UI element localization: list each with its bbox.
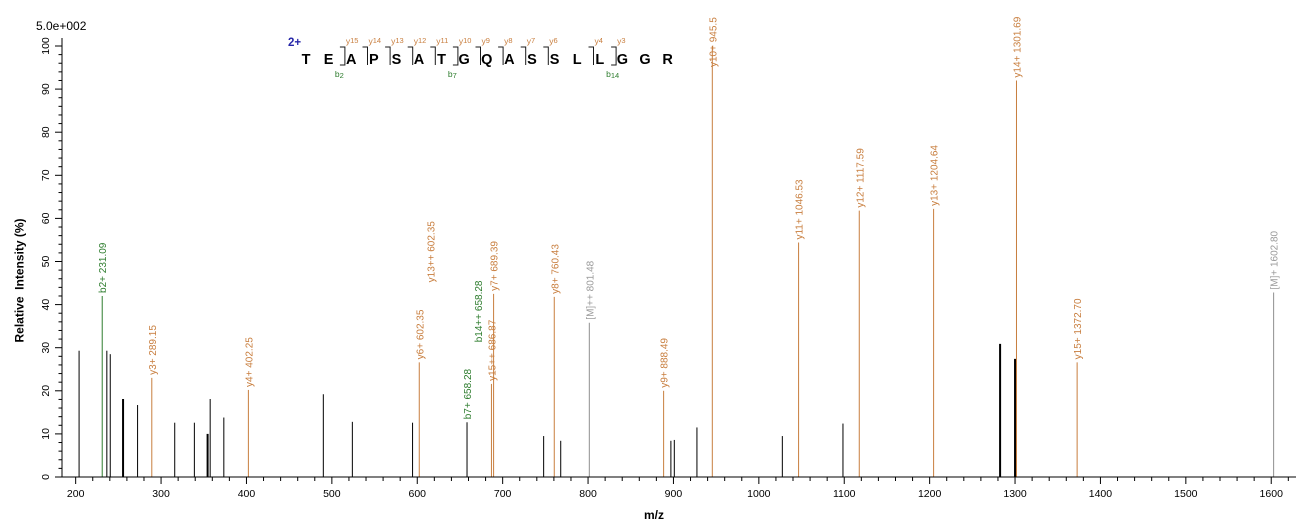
y-ion-header-label: y11 <box>436 36 448 46</box>
y-tick-label: 60 <box>40 212 52 224</box>
x-tick-label: 600 <box>408 488 426 500</box>
peptide-residue: A <box>414 52 425 68</box>
x-tick-label: 1500 <box>1174 488 1198 500</box>
cleavage-mark <box>407 46 414 65</box>
y-ion-header-label: y15 <box>346 36 359 46</box>
x-tick-label: 1000 <box>747 488 771 500</box>
peak-annotation-label: b14++ 658.28 <box>474 280 485 342</box>
axes: 0 10 20 30 40 50 60 70 80 90 100 200 300 400 500 600 700… <box>40 37 1296 500</box>
y-ion-header-label: y6 <box>549 36 557 46</box>
y-tick-label: 10 <box>40 428 52 440</box>
peak-annotation-label: b2+ 231.09 <box>98 242 109 293</box>
y-tick-label: 70 <box>40 169 52 181</box>
peak-annotation-label: y6+ 602.35 <box>415 309 426 359</box>
x-tick-label: 1200 <box>918 488 942 500</box>
peptide-residue: T <box>302 52 311 68</box>
peptide-residue: S <box>527 52 537 68</box>
peak-lines <box>78 46 1275 477</box>
intensity-scale-label: 5.0e+002 <box>36 19 87 33</box>
peak-annotation-label: y14+ 1301.69 <box>1012 16 1023 77</box>
y-ion-header-label: y9 <box>482 36 490 46</box>
y-tick-label: 20 <box>40 385 52 397</box>
peptide-residue: S <box>392 52 402 68</box>
peptide-residue: E <box>324 52 334 68</box>
y-ion-header-label: y13 <box>391 36 404 46</box>
peptide-residue: A <box>346 52 357 68</box>
peak-annotation-label: y13+ 1204.64 <box>930 145 941 206</box>
cleavage-mark <box>430 46 436 65</box>
y-tick-label: 40 <box>40 299 52 311</box>
y-tick-label: 0 <box>40 474 52 480</box>
peak-annotation-label: y7+ 689.39 <box>490 241 501 291</box>
peptide-residue: T <box>437 52 446 68</box>
peak-annotation-label: y15+ 1372.70 <box>1073 298 1084 359</box>
y-tick-label: 80 <box>40 126 52 138</box>
cleavage-mark <box>385 46 391 65</box>
peptide-residue: L <box>595 52 604 68</box>
x-tick-label: 300 <box>152 488 170 500</box>
peak-annotation-label: y4+ 402.25 <box>244 337 255 387</box>
peak-annotation-label: y10+ 945.5 <box>708 17 719 67</box>
b-ion-header-label: b14 <box>606 69 619 80</box>
peak-annotation-label: [M]+ 1602.80 <box>1270 230 1281 289</box>
peak-annotation-label: y15++ 686.87 <box>487 319 498 381</box>
y-tick-label: 50 <box>40 256 52 268</box>
peptide-residue: Q <box>481 52 492 68</box>
cleavage-mark <box>588 46 594 65</box>
x-tick-label: 200 <box>67 488 85 500</box>
peak-annotation-label: y12+ 1117.59 <box>855 148 866 208</box>
peptide-residue: P <box>369 52 379 68</box>
peak-annotation-label: b7+ 658.28 <box>463 368 474 419</box>
cleavage-mark <box>362 46 368 65</box>
x-tick-label: 1600 <box>1260 488 1284 500</box>
peak-annotation-label: y11+ 1046.53 <box>795 179 806 240</box>
y-tick-label: 100 <box>40 37 52 55</box>
peptide-residue: G <box>639 52 650 68</box>
y-ion-header-label: y12 <box>414 36 427 46</box>
peptide-residue: G <box>459 52 470 68</box>
y-ion-header-label: y14 <box>369 36 382 46</box>
x-tick-label: 1400 <box>1089 488 1113 500</box>
x-axis-title: m/z <box>644 508 665 522</box>
peak-annotation-label: [M]++ 801.48 <box>585 260 596 319</box>
x-tick-label: 1300 <box>1003 488 1027 500</box>
peak-annotation-label: y13++ 602.35 <box>426 221 437 283</box>
x-tick-label: 1100 <box>833 488 856 500</box>
y-ion-header-label: y3 <box>617 36 625 46</box>
b-ion-header-label: b7 <box>448 69 457 80</box>
peak-annotation-label: y8+ 760.43 <box>550 244 561 294</box>
cleavage-mark <box>520 46 527 65</box>
peptide-residue: A <box>504 52 515 68</box>
cleavage-mark <box>339 46 346 66</box>
cleavage-mark <box>543 46 549 65</box>
cleavage-mark <box>611 46 617 66</box>
precursor-charge-label: 2+ <box>288 37 301 49</box>
y-ion-header-label: y10 <box>459 36 472 46</box>
x-tick-label: 900 <box>665 488 683 500</box>
peptide-residue: L <box>573 52 582 68</box>
y-tick-label: 90 <box>40 83 52 95</box>
axis-frame <box>61 38 1296 478</box>
b-ion-header-label: b2 <box>335 69 344 80</box>
cleavage-mark <box>452 46 459 66</box>
cleavage-mark <box>498 46 504 65</box>
x-tick-label: 500 <box>323 488 341 500</box>
cleavage-mark <box>475 46 481 65</box>
peptide-residue: S <box>550 52 560 68</box>
y-tick-label: 30 <box>40 342 52 354</box>
peptide-residue: G <box>617 52 628 68</box>
x-tick-label: 800 <box>579 488 597 500</box>
peptide-residue: R <box>662 52 673 68</box>
peak-annotation-label: y3+ 289.15 <box>148 325 159 375</box>
y-ion-header-label: y4 <box>595 36 603 46</box>
x-tick-label: 700 <box>494 488 512 500</box>
y-ion-header-label: y8 <box>504 36 512 46</box>
x-tick-label: 400 <box>238 488 256 500</box>
peak-annotation-label: y9+ 888.49 <box>660 338 671 388</box>
peak-labels: b2+ 231.09 y3+ 289.15 y4+ 402.25 y6+ 602.35… <box>98 16 1280 419</box>
y-ion-header-label: y7 <box>527 36 535 46</box>
